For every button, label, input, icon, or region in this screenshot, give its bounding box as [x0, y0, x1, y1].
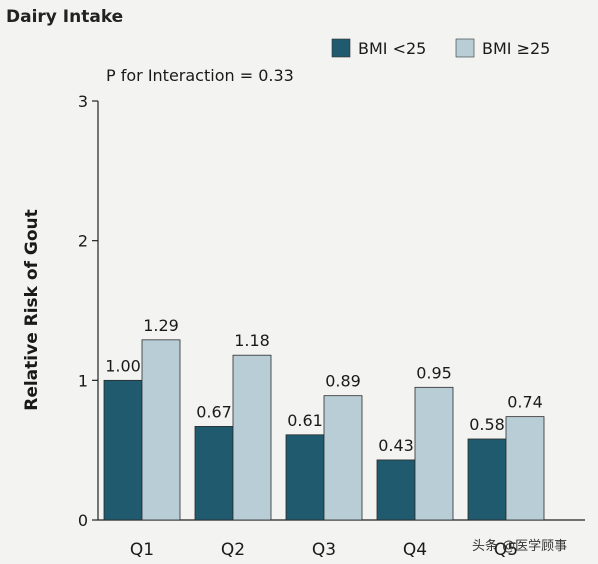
bar-q5-series-0 — [467, 438, 507, 521]
bar-q3-series-0 — [285, 434, 325, 521]
bars: 1.00 1.29 Q1 0.67 1.18 Q2 0.61 0.89 Q3 0.43 0.95 Q4… — [103, 316, 545, 560]
legend-swatch-bmi-under-25 — [331, 38, 351, 58]
bar-q2-series-1 — [232, 354, 272, 521]
legend-label-bmi-under-25: BMI <25 — [358, 39, 426, 58]
x-category-label-q4: Q4 — [403, 540, 427, 560]
data-label-q4-series-1: 0.95 — [416, 363, 452, 382]
x-category-label-q2: Q2 — [221, 540, 245, 560]
watermark-text: 头条 @医学顾事 — [472, 538, 567, 554]
legend-swatch-bmi-25-plus — [455, 38, 475, 58]
y-tick-label-3: 3 — [78, 92, 88, 111]
bar-q3-series-1 — [323, 395, 363, 521]
y-tick-label-2: 2 — [78, 232, 88, 251]
x-category-label-q5: Q5 — [494, 540, 518, 560]
interaction-annotation: P for Interaction = 0.33 — [106, 66, 294, 85]
bar-q4-series-1 — [414, 386, 454, 521]
data-label-q1-series-1: 1.29 — [143, 316, 179, 335]
bar-q5-series-1 — [505, 416, 545, 521]
data-label-q3-series-0: 0.61 — [287, 411, 323, 430]
bar-q1-series-1 — [141, 339, 181, 521]
x-category-label-q1: Q1 — [130, 540, 154, 560]
bar-q4-series-0 — [376, 459, 416, 521]
data-label-q2-series-1: 1.18 — [234, 331, 270, 350]
x-category-label-q3: Q3 — [312, 540, 336, 560]
legend-label-bmi-25-plus: BMI ≥25 — [482, 39, 550, 58]
y-tick-label-0: 0 — [78, 511, 88, 530]
data-label-q5-series-1: 0.74 — [507, 393, 543, 412]
data-label-q1-series-0: 1.00 — [105, 356, 141, 375]
y-axis-label: Relative Risk of Gout — [22, 209, 42, 411]
bar-q2-series-0 — [194, 426, 234, 521]
legend: BMI <25 BMI ≥25 — [331, 38, 550, 58]
y-tick-label-1: 1 — [78, 371, 88, 390]
chart-title: Dairy Intake — [6, 7, 123, 27]
bar-q1-series-0 — [103, 379, 143, 521]
data-label-q4-series-0: 0.43 — [378, 436, 414, 455]
data-label-q5-series-0: 0.58 — [469, 415, 505, 434]
data-label-q3-series-1: 0.89 — [325, 372, 361, 391]
data-label-q2-series-0: 0.67 — [196, 402, 232, 421]
